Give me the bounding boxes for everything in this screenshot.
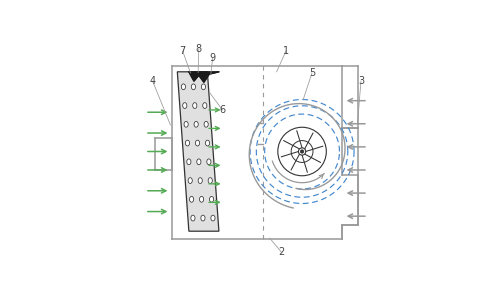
Ellipse shape — [185, 140, 189, 146]
Polygon shape — [177, 72, 219, 231]
Ellipse shape — [198, 178, 202, 184]
Circle shape — [300, 150, 304, 153]
Text: 9: 9 — [210, 53, 216, 63]
Ellipse shape — [193, 103, 197, 108]
Text: 4: 4 — [150, 76, 156, 86]
Ellipse shape — [191, 84, 195, 90]
Circle shape — [298, 148, 306, 155]
Ellipse shape — [181, 84, 185, 90]
Ellipse shape — [187, 159, 191, 165]
Ellipse shape — [203, 103, 207, 108]
Text: 5: 5 — [309, 68, 315, 78]
Polygon shape — [189, 72, 219, 82]
Ellipse shape — [211, 215, 215, 221]
Ellipse shape — [195, 140, 200, 146]
Ellipse shape — [197, 159, 201, 165]
Ellipse shape — [207, 159, 211, 165]
Ellipse shape — [188, 178, 192, 184]
Ellipse shape — [184, 122, 188, 127]
Text: 2: 2 — [278, 247, 284, 257]
Text: 7: 7 — [179, 46, 186, 56]
Text: 1: 1 — [283, 46, 289, 56]
Ellipse shape — [210, 196, 214, 202]
Ellipse shape — [191, 215, 195, 221]
Text: 8: 8 — [196, 44, 202, 54]
Ellipse shape — [204, 122, 208, 127]
Text: 3: 3 — [358, 76, 364, 86]
Ellipse shape — [194, 122, 198, 127]
Ellipse shape — [183, 103, 187, 108]
Ellipse shape — [201, 84, 206, 90]
Ellipse shape — [208, 178, 212, 184]
Ellipse shape — [201, 215, 205, 221]
Ellipse shape — [189, 196, 194, 202]
Text: 6: 6 — [219, 105, 226, 115]
Ellipse shape — [205, 140, 210, 146]
Ellipse shape — [199, 196, 204, 202]
